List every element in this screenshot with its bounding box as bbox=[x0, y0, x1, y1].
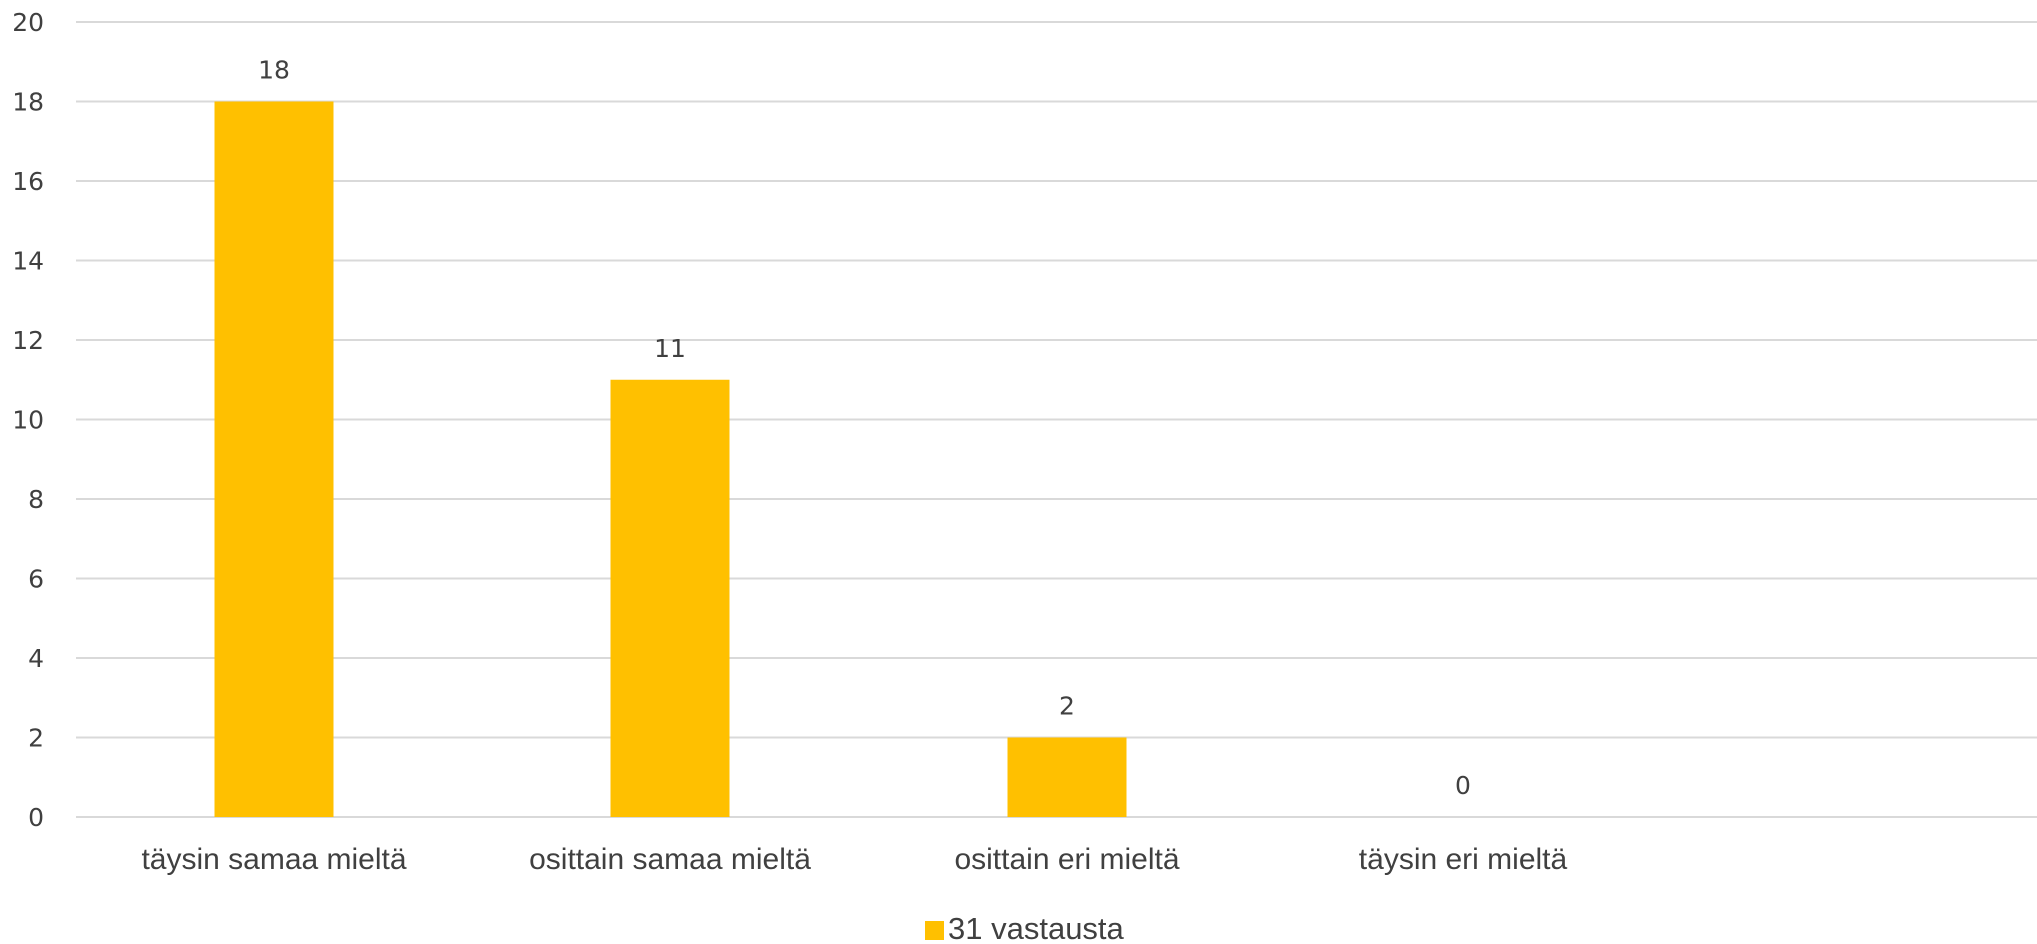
x-category-label: täysin eri mieltä bbox=[1359, 843, 1568, 876]
y-tick-label: 14 bbox=[12, 247, 44, 276]
y-tick-label: 12 bbox=[12, 326, 44, 355]
y-tick-label: 0 bbox=[28, 803, 44, 832]
legend-label: 31 vastausta bbox=[948, 911, 1125, 944]
y-tick-label: 10 bbox=[12, 406, 44, 435]
bar bbox=[214, 101, 334, 817]
y-tick-label: 18 bbox=[12, 88, 44, 117]
data-label: 2 bbox=[1059, 692, 1075, 721]
data-label: 0 bbox=[1455, 771, 1471, 800]
x-category-label: täysin samaa mieltä bbox=[141, 843, 406, 876]
y-tick-label: 16 bbox=[12, 167, 44, 196]
bar bbox=[1007, 737, 1127, 817]
y-tick-label: 6 bbox=[28, 565, 44, 594]
y-tick-label: 2 bbox=[28, 724, 44, 753]
data-label: 11 bbox=[654, 334, 686, 363]
x-category-label: osittain samaa mieltä bbox=[529, 843, 811, 876]
y-tick-label: 4 bbox=[28, 644, 44, 673]
y-tick-label: 8 bbox=[28, 485, 44, 514]
legend-swatch bbox=[925, 921, 944, 940]
bar bbox=[610, 379, 730, 817]
data-label: 18 bbox=[258, 56, 290, 85]
x-category-label: osittain eri mieltä bbox=[954, 843, 1179, 876]
y-tick-label: 20 bbox=[12, 8, 44, 37]
